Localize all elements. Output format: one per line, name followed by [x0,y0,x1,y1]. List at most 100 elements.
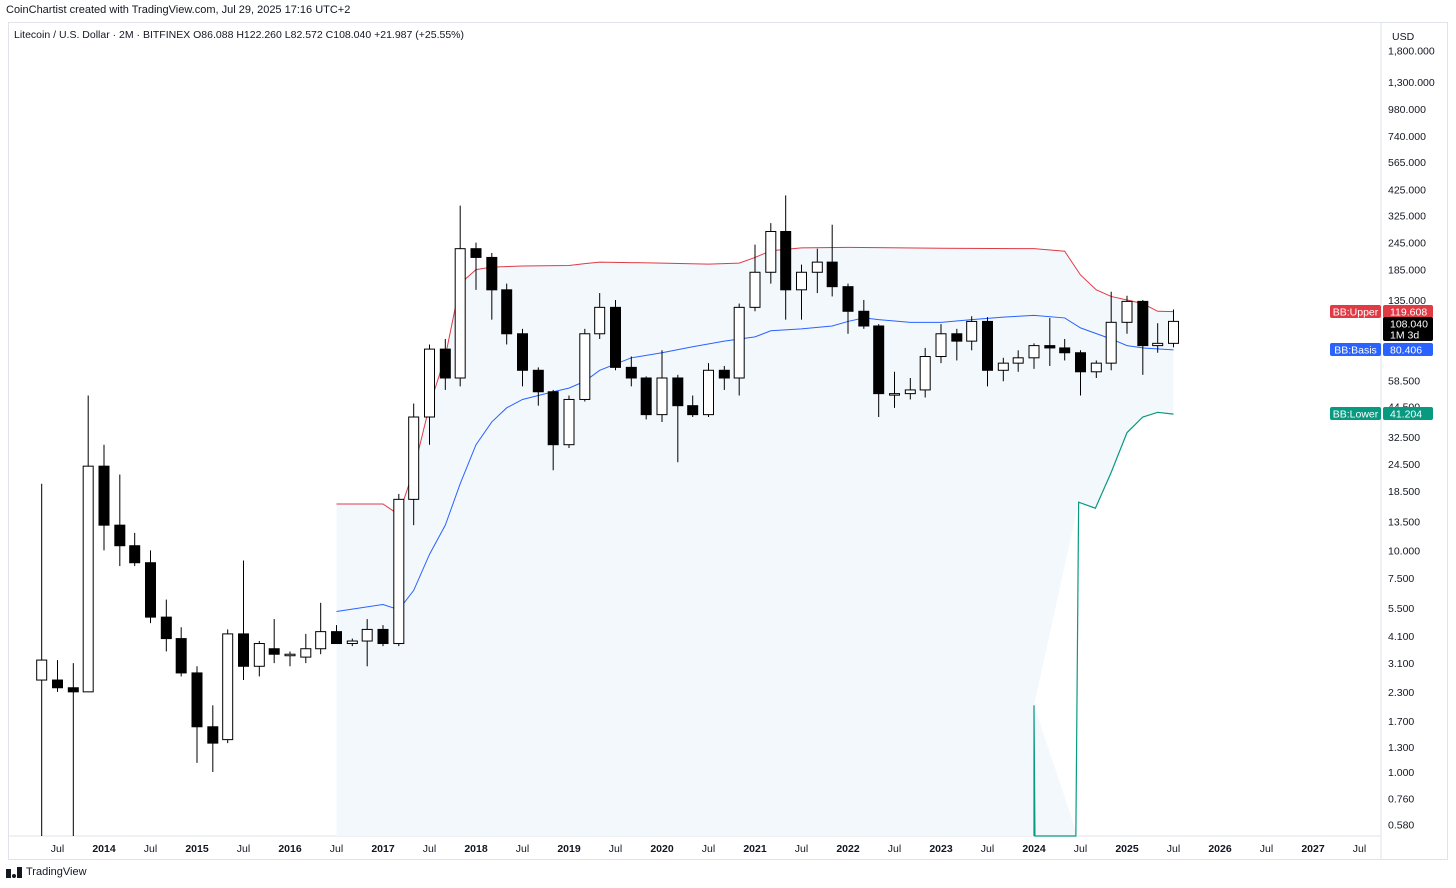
price-tick-label: 32.500 [1388,432,1420,444]
price-tick-label: 185.000 [1388,265,1426,277]
candle-body [284,653,296,657]
price-tick-label: 980.000 [1388,104,1426,116]
candle-body [253,643,265,667]
price-tick-label: 10.000 [1388,545,1420,557]
candle-body [470,248,482,258]
price-tick-label: 5.500 [1388,603,1414,615]
candle-body [1075,352,1086,373]
candle-body [733,306,745,379]
time-tick-label: Jul [1260,843,1273,855]
candle-body [238,633,249,667]
time-tick-label: 2018 [464,843,488,855]
tradingview-logo-icon [6,866,22,878]
time-tick-label: 2021 [743,843,767,855]
candle-body [67,687,79,693]
time-tick-label: 2016 [278,843,302,855]
price-tag-value: 119.608 [1390,307,1427,319]
price-tick-label: 3.100 [1388,658,1414,670]
candle-body [1152,342,1164,347]
candle-body [145,562,156,618]
time-tick-label: Jul [702,843,715,855]
candle-body [904,389,916,395]
footer-brand-label: TradingView [26,866,87,878]
candle-body [610,306,621,368]
candle-body [718,369,730,379]
candle-body [780,230,792,291]
candle-body [160,616,172,640]
price-tag-box [1383,343,1433,356]
price-tick-label: 13.500 [1388,517,1420,529]
candle-body [175,638,187,674]
candle-body [300,648,312,658]
candle-body [966,320,978,342]
price-tick-label: 4.100 [1388,631,1414,643]
price-tick-label: 18.500 [1388,486,1420,498]
time-tick-label: Jul [1167,843,1180,855]
candle-body [114,524,126,547]
time-tick-label: Jul [1074,843,1087,855]
candle-body [749,271,761,308]
time-tick-label: Jul [237,843,250,855]
time-tick-label: Jul [330,843,343,855]
time-tick-label: Jul [516,843,529,855]
price-tag-countdown: 1M 3d [1390,330,1419,342]
time-tick-label: 2015 [185,843,209,855]
candle-body [424,348,435,418]
candle-body [517,333,528,371]
candle-body [563,398,575,446]
candle-body [207,726,219,744]
candle-body [191,672,203,728]
candle-body [1044,345,1056,349]
candle-body [346,640,358,645]
time-tick-label: 2017 [371,843,395,855]
candle-body [52,679,63,689]
time-tick-label: 2024 [1022,843,1046,855]
price-tick-label: 1.000 [1388,767,1414,779]
candle-body [268,648,280,655]
candle-body [997,362,1009,371]
price-tick-label: 7.500 [1388,573,1414,585]
candle-body [1012,357,1024,364]
time-tick-label: 2020 [650,843,674,855]
candle-body [361,628,373,642]
candle-body [501,289,513,335]
candle-body [672,377,684,407]
symbol-ohlc-legend: Litecoin / U.S. Dollar · 2M · BITFINEX O… [14,29,465,41]
candle-body [331,631,342,645]
candle-body [439,348,451,379]
price-tick-label: 1,800.000 [1388,46,1435,58]
candle-body [889,393,900,396]
candle-body [454,248,466,379]
price-tag-value: 108.040 [1390,319,1428,331]
currency-label: USD [1392,31,1415,43]
price-tick-label: 135.000 [1388,295,1426,307]
tradingview-footer[interactable]: TradingView [6,866,87,878]
candle-body [826,261,838,288]
time-tick-label: 2026 [1208,843,1232,855]
price-tag-value: 41.204 [1390,409,1422,421]
candle-body [873,325,885,395]
time-tick-label: Jul [144,843,157,855]
candle-body [486,256,498,291]
candle-body [532,369,544,393]
chart-credit: CoinChartist created with TradingView.co… [6,4,351,16]
indicator-tag-label: BB:Lower [1333,409,1379,421]
time-tick-label: Jul [423,843,436,855]
candle-body [579,333,591,400]
indicator-tag-box [1330,305,1381,318]
price-tick-label: 325.000 [1388,210,1426,222]
candle-body [951,333,963,342]
time-tick-label: Jul [1353,843,1366,855]
candle-body [377,628,389,645]
time-tick-label: 2022 [836,843,860,855]
price-tag-box [1383,407,1433,420]
price-tag-box [1383,305,1433,318]
price-tick-label: 0.760 [1388,793,1414,805]
candle-body [1059,347,1071,354]
time-tick-label: Jul [888,843,901,855]
indicator-tag-box [1330,407,1381,420]
candle-body [594,306,606,335]
indicator-tag-box [1330,343,1381,356]
candle-body [1168,320,1179,344]
